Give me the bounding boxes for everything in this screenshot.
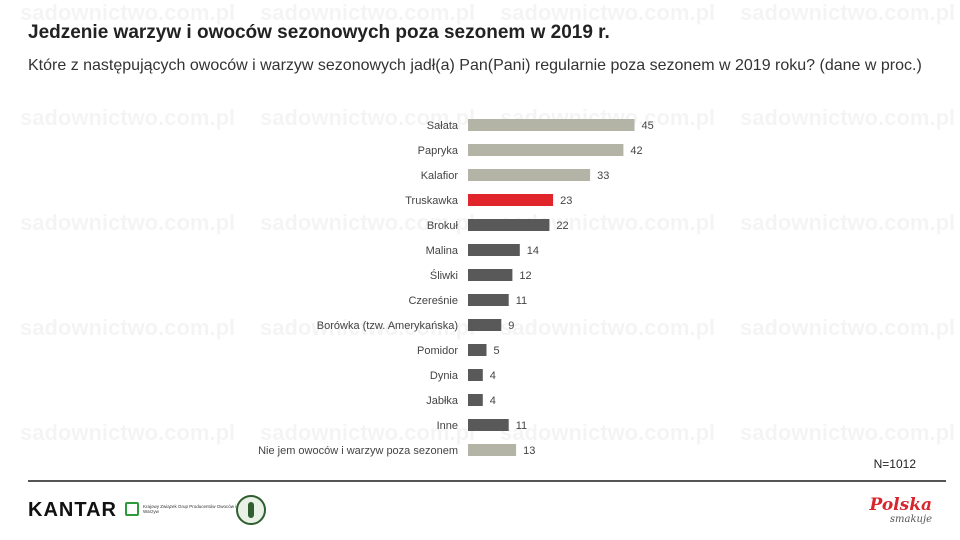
bar	[468, 219, 550, 231]
bar-value-label: 45	[642, 120, 654, 132]
bar-value-label: 11	[516, 420, 527, 432]
bar-value-label: 22	[556, 220, 568, 232]
bar	[468, 369, 483, 381]
category-label: Inne	[437, 420, 458, 432]
kzgpow-logo: Krajowy Związek Grup Producentów Owoców …	[125, 502, 243, 516]
bar-value-label: 13	[523, 445, 535, 457]
bar	[468, 119, 635, 131]
category-label: Pomidor	[417, 345, 458, 357]
bar-value-label: 42	[630, 145, 642, 157]
page-subtitle: Które z następujących owoców i warzyw se…	[28, 57, 922, 74]
bar-value-label: 4	[490, 370, 496, 382]
bar	[468, 144, 624, 156]
category-label: Dynia	[430, 370, 459, 382]
polska-logo-tagline: smakuje	[889, 514, 932, 525]
page-title: Jedzenie warzyw i owoców sezonowych poza…	[28, 22, 610, 43]
footer-divider	[28, 480, 946, 482]
kzgpow-mark-icon	[125, 502, 139, 516]
category-label: Nie jem owoców i warzyw poza sezonem	[258, 445, 458, 457]
bar	[468, 394, 483, 406]
bar-value-label: 9	[508, 320, 514, 332]
category-label: Jabłka	[426, 395, 459, 407]
bar	[468, 244, 520, 256]
bar	[468, 319, 502, 331]
category-label: Truskawka	[405, 195, 459, 207]
bar-value-label: 12	[519, 270, 531, 282]
kzgpow-logo-text: Krajowy Związek Grup Producentów Owoców …	[143, 503, 237, 515]
bar	[468, 419, 509, 431]
bar	[468, 294, 509, 306]
bar-value-label: 23	[560, 195, 572, 207]
category-label: Sałata	[427, 120, 459, 132]
category-label: Czereśnie	[408, 295, 458, 307]
category-label: Kalafior	[421, 170, 459, 182]
bar-value-label: 33	[597, 170, 609, 182]
category-label: Malina	[426, 245, 459, 257]
category-label: Borówka (tzw. Amerykańska)	[317, 320, 458, 332]
category-label: Brokuł	[427, 220, 459, 232]
category-label: Śliwki	[430, 269, 458, 282]
bar	[468, 194, 554, 206]
bar-value-label: 14	[527, 245, 539, 257]
bar	[468, 344, 487, 356]
wheat-emblem-icon	[236, 495, 266, 525]
bar	[468, 269, 513, 281]
bar-value-label: 5	[494, 345, 500, 357]
bar	[468, 169, 591, 181]
bar	[468, 444, 517, 456]
sample-size-note: N=1012	[873, 457, 916, 471]
polska-smakuje-logo: Polska smakuje	[870, 496, 933, 525]
bar-value-label: 4	[490, 395, 496, 407]
category-label: Papryka	[418, 145, 459, 157]
polska-logo-word: Polska	[869, 495, 933, 515]
kantar-logo: KANTAR	[28, 499, 117, 521]
bar-value-label: 11	[516, 295, 527, 307]
